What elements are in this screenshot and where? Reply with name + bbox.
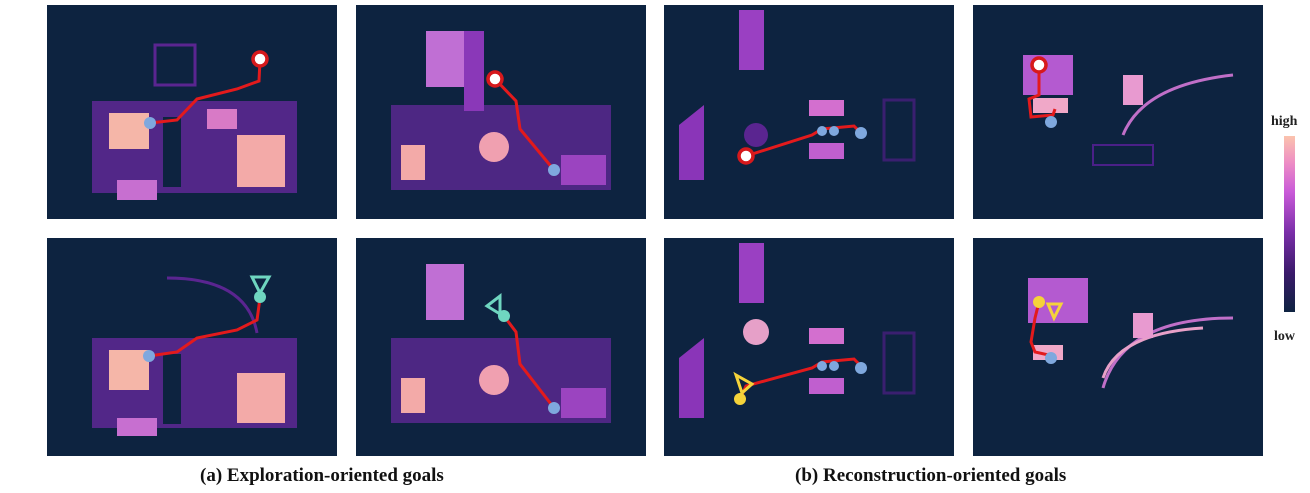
trajectory-path — [149, 59, 262, 125]
floorplan-region — [426, 31, 464, 87]
camera-view-cone — [733, 371, 755, 396]
camera-view-cone — [484, 292, 502, 317]
floorplan-region — [882, 98, 916, 162]
goal-marker — [737, 147, 755, 165]
floorplan-region — [561, 388, 606, 418]
trajectory-path — [148, 297, 262, 358]
trajectory-path — [502, 315, 556, 409]
floorplan-region — [809, 100, 844, 116]
trajectory-path — [493, 77, 556, 171]
floorplan-region — [1101, 326, 1204, 379]
agent-position-marker — [548, 164, 560, 176]
agent-position-marker — [1045, 116, 1057, 128]
floorplan-region — [464, 31, 484, 111]
trajectory-path — [1027, 65, 1057, 119]
goal-marker — [1033, 296, 1045, 308]
goal-marker — [1030, 56, 1048, 74]
floorplan-region — [1033, 98, 1068, 113]
panel-reconstruction-scene1-start — [664, 5, 954, 219]
colorbar-high-label: high — [1271, 114, 1298, 129]
panel-reconstruction-scene1-result — [664, 238, 954, 456]
goal-marker — [734, 393, 746, 405]
floorplan-region — [163, 117, 181, 187]
floorplan-region — [739, 10, 764, 70]
floorplan-region — [207, 109, 237, 129]
colorbar-low-label: low — [1274, 329, 1295, 344]
floorplan-region — [479, 365, 509, 395]
floorplan-region — [1023, 55, 1073, 95]
floorplan-region — [1123, 75, 1143, 105]
panel-exploration-scene2-result — [356, 238, 646, 456]
floorplan-region — [426, 264, 464, 320]
panel-exploration-scene1-result — [47, 238, 337, 456]
floorplan-region — [679, 338, 704, 418]
waypoint-marker — [829, 126, 839, 136]
floorplan-region — [401, 145, 425, 180]
floorplan-region — [1121, 73, 1234, 136]
goal-marker — [254, 291, 266, 303]
floorplan-region — [479, 132, 509, 162]
goal-marker — [486, 70, 504, 88]
floorplan-region — [809, 378, 844, 394]
camera-view-cone — [249, 275, 272, 297]
goal-marker — [251, 50, 269, 68]
agent-position-marker — [855, 127, 867, 139]
floorplan-region — [109, 350, 149, 390]
floorplan-region — [117, 180, 157, 200]
floorplan-region — [1133, 313, 1153, 338]
caption-reconstruction: (b) Reconstruction-oriented goals — [795, 465, 1067, 486]
floorplan-region — [163, 354, 181, 424]
floorplan-region — [237, 135, 285, 187]
floorplan-region — [109, 113, 149, 149]
floorplan-region — [237, 373, 285, 423]
floorplan-region — [117, 418, 157, 436]
floorplan-region — [743, 319, 769, 345]
colorbar — [1284, 136, 1295, 312]
waypoint-marker — [817, 361, 827, 371]
panel-exploration-scene1-start — [47, 5, 337, 219]
floorplan-region — [401, 378, 425, 413]
waypoint-marker — [817, 126, 827, 136]
floorplan-region — [166, 276, 259, 334]
agent-position-marker — [144, 117, 156, 129]
agent-position-marker — [855, 362, 867, 374]
waypoint-marker — [829, 361, 839, 371]
panel-reconstruction-scene2-start — [973, 5, 1263, 219]
agent-position-marker — [1045, 352, 1057, 364]
floorplan-region — [744, 123, 768, 147]
agent-position-marker — [143, 350, 155, 362]
floorplan-region — [882, 331, 916, 395]
floorplan-region — [1092, 144, 1154, 166]
floorplan-region — [739, 243, 764, 303]
panel-reconstruction-scene2-result — [973, 238, 1263, 456]
floorplan-region — [679, 105, 704, 180]
panel-exploration-scene2-start — [356, 5, 646, 219]
trajectory-path — [738, 357, 863, 400]
floorplan-region — [1101, 316, 1234, 389]
trajectory-path — [1029, 301, 1054, 358]
camera-view-cone — [1045, 302, 1064, 322]
floorplan-region — [153, 43, 197, 87]
agent-position-marker — [548, 402, 560, 414]
floorplan-region — [809, 143, 844, 159]
caption-exploration: (a) Exploration-oriented goals — [200, 465, 444, 486]
floorplan-region — [809, 328, 844, 344]
floorplan-region — [561, 155, 606, 185]
goal-marker — [498, 310, 510, 322]
